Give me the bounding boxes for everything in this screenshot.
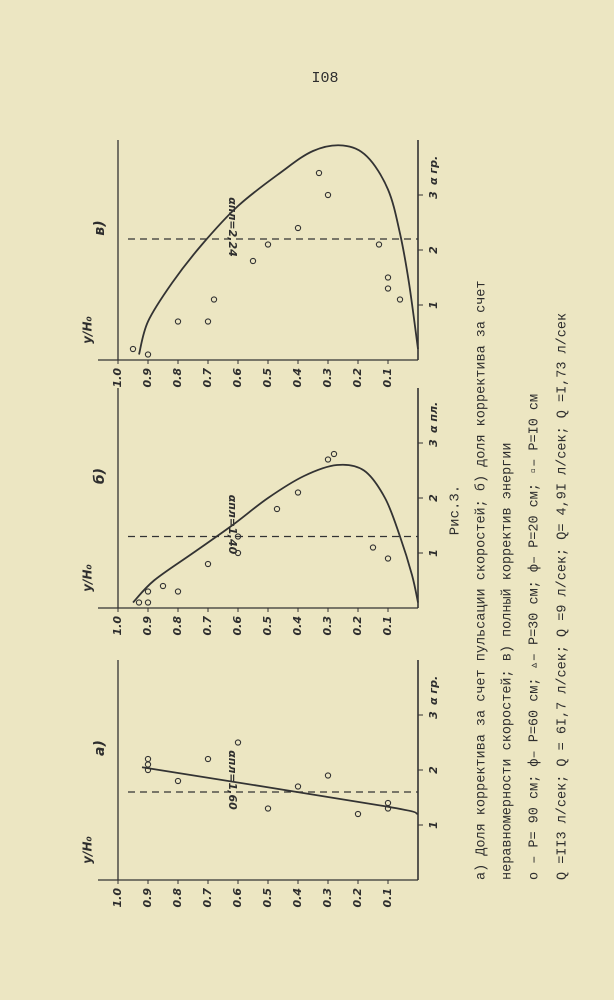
y-tick-label: 0.9: [141, 616, 154, 636]
x-tick-label: 2: [427, 766, 440, 774]
data-point: [144, 761, 152, 768]
y-tick-label: 0.3: [321, 888, 334, 908]
data-point: [264, 805, 272, 812]
panel-label: б): [92, 468, 108, 484]
x-tick-label: 1: [427, 821, 440, 829]
y-tick-label: 0.5: [261, 888, 274, 908]
caption-line: о – Р= 90 см; ф– Р=60 см; ▵– Р=30 см; ф–…: [528, 394, 543, 880]
data-point: [375, 241, 383, 248]
y-tick-label: 0.2: [351, 888, 364, 908]
y-tick-label: 0.7: [201, 368, 214, 388]
y-axis-label: y/H₀: [81, 316, 95, 344]
figure-title: Рис.3.: [448, 485, 464, 535]
data-point: [174, 777, 182, 785]
data-point: [384, 799, 392, 807]
y-tick-label: 0.7: [201, 888, 214, 908]
data-point: [204, 755, 212, 763]
data-point: [159, 582, 167, 590]
data-point: [129, 345, 137, 353]
y-tick-label: 0.4: [291, 888, 304, 908]
data-point: [369, 544, 377, 551]
data-point: [324, 456, 332, 463]
y-tick-label: 0.9: [141, 888, 154, 908]
data-point: [234, 533, 242, 540]
y-tick-label: 0.9: [141, 368, 154, 388]
data-point: [384, 274, 392, 281]
y-tick-label: 0.8: [171, 888, 184, 908]
x-axis-label: α гр.: [427, 676, 440, 705]
y-tick-label: 0.8: [171, 368, 184, 388]
x-tick-label: 3: [427, 711, 440, 719]
data-point: [144, 351, 152, 358]
y-axis-label: y/H₀: [81, 564, 95, 592]
data-point: [354, 810, 362, 818]
x-tick-label: 2: [427, 494, 440, 502]
y-tick-label: 0.5: [261, 368, 274, 388]
data-point: [294, 224, 302, 232]
fitted-curve: [138, 144, 419, 355]
y-tick-label: 0.5: [261, 616, 274, 636]
caption-line: Q =II3 л/сек; Q = 6I,7 л/сек; Q =9 л/сек…: [556, 313, 571, 880]
data-point: [234, 739, 242, 746]
data-point: [273, 505, 281, 513]
x-tick-label: 2: [427, 246, 440, 254]
y-tick-label: 0.3: [321, 616, 334, 636]
data-point: [234, 549, 242, 557]
data-point: [144, 588, 152, 595]
data-point: [294, 783, 302, 790]
data-point: [315, 169, 323, 177]
threshold-label: αпл=1,60: [226, 750, 239, 810]
page-number: I08: [311, 70, 338, 87]
y-tick-label: 0.4: [291, 616, 304, 636]
y-tick-label: 0.6: [231, 888, 244, 908]
x-axis-label: α гр.: [427, 156, 440, 185]
x-tick-label: 3: [427, 191, 440, 199]
data-point: [204, 318, 212, 325]
y-tick-label: 1.0: [111, 888, 124, 908]
x-tick-label: 3: [427, 439, 440, 447]
rotated-figure: а) y/H₀ 1.0 0.9 0.8 0.7 0.6 0.5 0.4 0.3 0.2 0.1 1 2 3 α…: [81, 140, 571, 908]
data-point: [396, 296, 404, 303]
y-tick-label: 1.0: [111, 368, 124, 388]
data-point: [294, 489, 302, 496]
panel-label: в): [92, 220, 108, 235]
y-tick-label: 0.2: [351, 616, 364, 636]
data-point: [210, 296, 218, 303]
x-tick-label: 1: [427, 301, 440, 309]
caption-line: неравномерности скоростей; в) полный кор…: [501, 443, 516, 880]
data-point: [324, 191, 332, 199]
y-tick-label: 0.8: [171, 616, 184, 636]
fitted-curve: [132, 463, 419, 604]
data-point: [144, 599, 152, 606]
y-tick-label: 0.3: [321, 368, 334, 388]
data-point: [384, 285, 392, 292]
threshold-label: αпл=2,24: [226, 197, 239, 257]
y-tick-label: 0.4: [291, 368, 304, 388]
y-tick-label: 1.0: [111, 616, 124, 636]
data-point: [324, 772, 332, 779]
y-axis-label: y/H₀: [81, 836, 95, 864]
y-tick-label: 0.1: [381, 888, 394, 908]
data-point: [264, 241, 272, 248]
data-point: [144, 755, 152, 763]
x-axis-label: α пл.: [427, 402, 440, 433]
y-tick-label: 0.6: [231, 368, 244, 388]
y-tick-label: 0.6: [231, 616, 244, 636]
y-tick-label: 0.1: [381, 368, 394, 388]
y-tick-label: 0.7: [201, 616, 214, 636]
data-point: [204, 560, 212, 568]
panel-label: а): [92, 740, 108, 756]
data-point: [174, 318, 182, 325]
data-point: [135, 599, 143, 606]
data-point: [249, 257, 257, 265]
fitted-curve: [141, 766, 419, 815]
y-tick-label: 0.2: [351, 368, 364, 388]
data-point: [330, 450, 338, 458]
x-tick-label: 1: [427, 549, 440, 557]
data-point: [384, 555, 392, 562]
y-tick-label: 0.1: [381, 616, 394, 636]
data-point: [174, 588, 182, 595]
caption-line: а) Доля корректива за счет пульсации ско…: [475, 281, 490, 881]
